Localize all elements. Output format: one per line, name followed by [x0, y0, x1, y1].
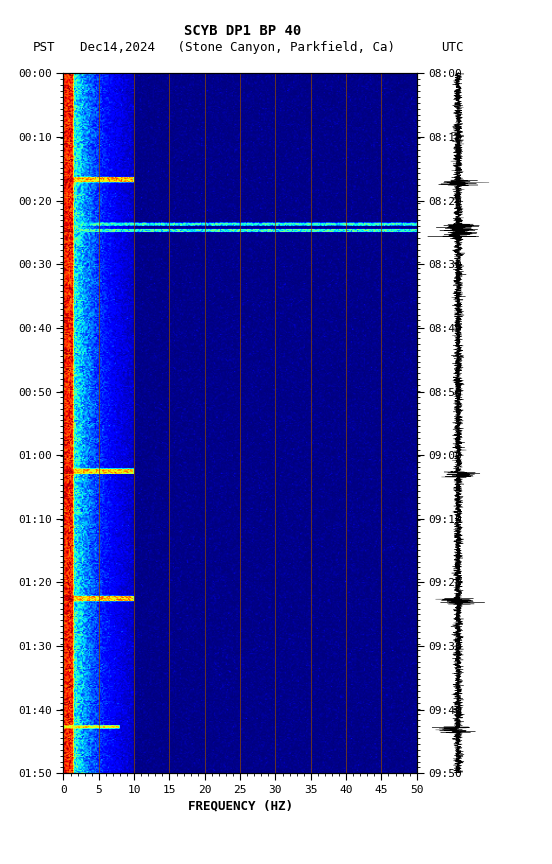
Text: PST: PST: [33, 41, 56, 54]
Text: Dec14,2024   (Stone Canyon, Parkfield, Ca): Dec14,2024 (Stone Canyon, Parkfield, Ca): [80, 41, 395, 54]
Text: SCYB DP1 BP 40: SCYB DP1 BP 40: [184, 24, 301, 38]
X-axis label: FREQUENCY (HZ): FREQUENCY (HZ): [188, 799, 293, 812]
Text: UTC: UTC: [442, 41, 464, 54]
